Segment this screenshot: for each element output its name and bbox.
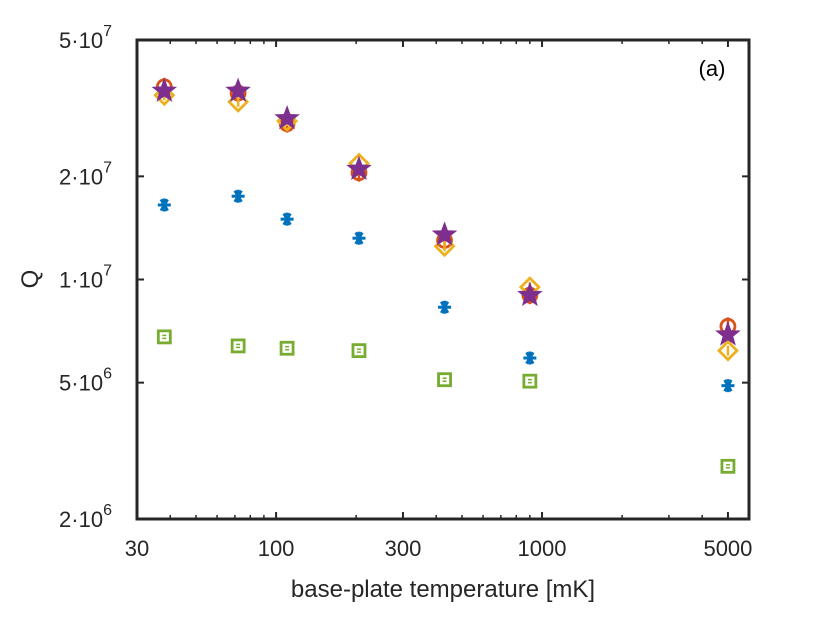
axis-ticks: 30 100 300 1000 50002·1065·1061·1072·1075·10… bbox=[59, 23, 752, 561]
square-marker bbox=[351, 343, 367, 359]
star-marker bbox=[431, 221, 458, 246]
star-marker bbox=[517, 281, 543, 307]
y-tick-label: 2·107 bbox=[59, 159, 112, 189]
star-marker bbox=[274, 105, 300, 130]
y-tick-label: 5·107 bbox=[59, 23, 112, 53]
asterisk-marker bbox=[157, 198, 171, 212]
y-tick-exponent: 7 bbox=[103, 263, 112, 280]
y-tick-exponent: 7 bbox=[103, 23, 112, 40]
asterisk-marker bbox=[352, 231, 366, 245]
x-axis-label: base-plate temperature [mK] bbox=[291, 576, 595, 603]
plot-area bbox=[137, 40, 749, 519]
star-marker bbox=[715, 321, 741, 346]
y-tick-mantissa: 2·10 bbox=[59, 164, 103, 189]
y-tick-mantissa: 1·10 bbox=[59, 268, 103, 293]
square-marker bbox=[156, 329, 172, 345]
y-tick-mantissa: 2·10 bbox=[59, 507, 103, 532]
y-tick-mantissa: 5·10 bbox=[59, 28, 103, 53]
data-marks bbox=[151, 77, 741, 474]
x-tick-label: 1000 bbox=[518, 536, 567, 561]
y-tick-exponent: 7 bbox=[103, 159, 112, 176]
square-marker bbox=[720, 458, 736, 474]
diamond-marker bbox=[716, 339, 739, 362]
square-marker bbox=[279, 340, 295, 356]
x-tick-label: 30 bbox=[125, 536, 149, 561]
star-marker bbox=[225, 77, 251, 102]
star-marker bbox=[346, 155, 372, 180]
y-tick-label: 5·106 bbox=[59, 366, 112, 396]
asterisk-marker bbox=[231, 189, 245, 203]
asterisk-marker bbox=[280, 212, 294, 226]
x-tick-label: 300 bbox=[385, 536, 422, 561]
y-tick-exponent: 6 bbox=[103, 366, 112, 383]
y-tick-mantissa: 5·10 bbox=[59, 371, 103, 396]
asterisk-marker bbox=[438, 300, 452, 314]
x-tick-label: 100 bbox=[258, 536, 295, 561]
square-marker bbox=[437, 372, 452, 388]
asterisk-marker bbox=[523, 351, 537, 365]
star-marker bbox=[151, 77, 178, 102]
x-tick-label: 5000 bbox=[703, 536, 752, 561]
y-tick-exponent: 6 bbox=[103, 502, 112, 519]
asterisk-marker bbox=[721, 379, 735, 393]
y-axis-label: Q bbox=[17, 270, 44, 289]
y-tick-label: 1·107 bbox=[59, 263, 112, 293]
y-tick-label: 2·106 bbox=[59, 502, 112, 532]
square-marker bbox=[230, 338, 246, 354]
square-marker bbox=[522, 373, 538, 389]
panel-label: (a) bbox=[699, 56, 726, 81]
